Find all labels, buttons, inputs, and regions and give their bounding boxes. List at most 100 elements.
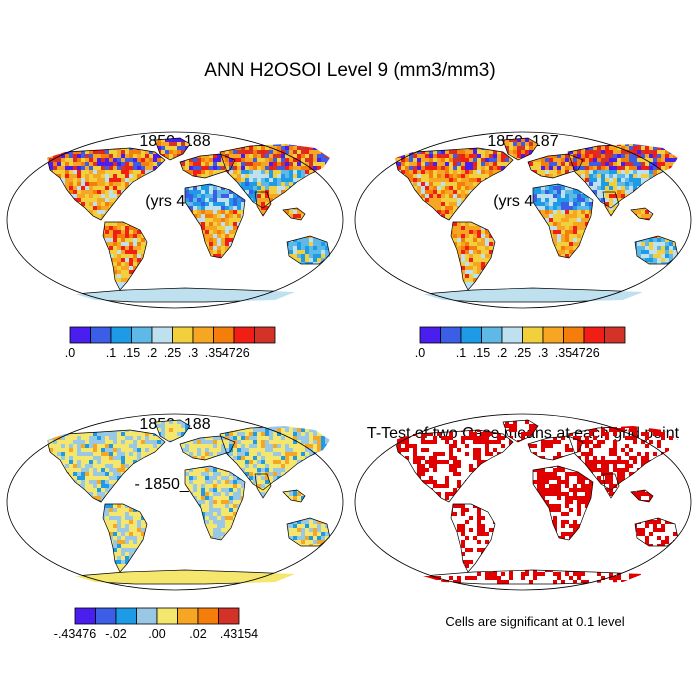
grid-cell	[225, 262, 229, 266]
grid-cell	[241, 146, 245, 150]
grid-cell	[173, 202, 177, 206]
grid-cell	[489, 142, 493, 146]
grid-cell	[685, 158, 689, 162]
grid-cell	[165, 270, 169, 274]
grid-cell	[669, 146, 673, 150]
grid-cell	[49, 206, 53, 210]
grid-cell	[277, 254, 281, 258]
grid-cell	[389, 178, 393, 182]
grid-cell	[213, 286, 217, 290]
grid-cell	[305, 158, 309, 162]
grid-cell	[17, 262, 21, 266]
grid-cell	[13, 218, 17, 222]
grid-cell	[137, 258, 141, 262]
grid-cell	[269, 150, 273, 154]
grid-cell	[81, 218, 85, 222]
grid-cell	[137, 250, 141, 254]
grid-cell	[81, 250, 85, 254]
grid-cell	[41, 150, 45, 154]
grid-cell	[473, 138, 477, 142]
grid-cell	[53, 258, 57, 262]
grid-cell	[309, 210, 313, 214]
grid-cell	[261, 154, 265, 158]
grid-cell	[269, 298, 273, 302]
grid-cell	[613, 162, 617, 166]
grid-cell	[73, 158, 77, 162]
grid-cell	[605, 138, 609, 142]
grid-cell	[73, 210, 77, 214]
grid-cell	[9, 246, 13, 250]
grid-cell	[105, 134, 109, 138]
grid-cell	[121, 158, 125, 162]
grid-cell	[265, 130, 269, 134]
grid-cell	[181, 198, 185, 202]
grid-cell	[17, 134, 21, 138]
grid-cell	[385, 178, 389, 182]
grid-cell	[281, 266, 285, 270]
grid-cell	[273, 178, 277, 182]
grid-cell	[305, 290, 309, 294]
grid-cell	[205, 186, 209, 190]
grid-cell	[201, 170, 205, 174]
grid-cell	[409, 174, 413, 178]
grid-cell	[641, 142, 645, 146]
grid-cell	[105, 238, 109, 242]
grid-cell	[113, 182, 117, 186]
grid-cell	[577, 170, 581, 174]
grid-cell	[337, 294, 341, 298]
grid-cell	[241, 170, 245, 174]
grid-cell	[245, 178, 249, 182]
grid-cell	[581, 166, 585, 170]
grid-cell	[529, 142, 533, 146]
grid-cell	[233, 206, 237, 210]
grid-cell	[413, 134, 417, 138]
grid-cell	[281, 294, 285, 298]
grid-cell	[277, 214, 281, 218]
grid-cell	[65, 194, 69, 198]
grid-cell	[645, 142, 649, 146]
grid-cell	[185, 298, 189, 302]
grid-cell	[565, 178, 569, 182]
grid-cell	[325, 222, 329, 226]
grid-cell	[257, 286, 261, 290]
grid-cell	[241, 206, 245, 210]
grid-cell	[105, 186, 109, 190]
grid-cell	[105, 170, 109, 174]
grid-cell	[593, 166, 597, 170]
grid-cell	[29, 166, 33, 170]
grid-cell	[73, 134, 77, 138]
grid-cell	[29, 218, 33, 222]
grid-cell	[609, 170, 613, 174]
grid-cell	[169, 166, 173, 170]
grid-cell	[161, 294, 165, 298]
grid-cell	[321, 182, 325, 186]
grid-cell	[181, 238, 185, 242]
grid-cell	[25, 198, 29, 202]
grid-cell	[181, 278, 185, 282]
grid-cell	[193, 242, 197, 246]
grid-cell	[133, 218, 137, 222]
grid-cell	[321, 218, 325, 222]
grid-cell	[581, 154, 585, 158]
grid-cell	[389, 150, 393, 154]
grid-cell	[313, 226, 317, 230]
grid-cell	[129, 294, 133, 298]
grid-cell	[309, 130, 313, 134]
grid-cell	[93, 146, 97, 150]
grid-cell	[205, 146, 209, 150]
grid-cell	[325, 154, 329, 158]
grid-cell	[409, 142, 413, 146]
grid-cell	[237, 166, 241, 170]
grid-cell	[481, 182, 485, 186]
grid-cell	[177, 146, 181, 150]
grid-cell	[629, 154, 633, 158]
grid-cell	[61, 290, 65, 294]
grid-cell	[397, 154, 401, 158]
grid-cell	[297, 190, 301, 194]
grid-cell	[85, 210, 89, 214]
grid-cell	[153, 282, 157, 286]
grid-cell	[177, 254, 181, 258]
grid-cell	[217, 190, 221, 194]
grid-cell	[49, 162, 53, 166]
grid-cell	[37, 150, 41, 154]
